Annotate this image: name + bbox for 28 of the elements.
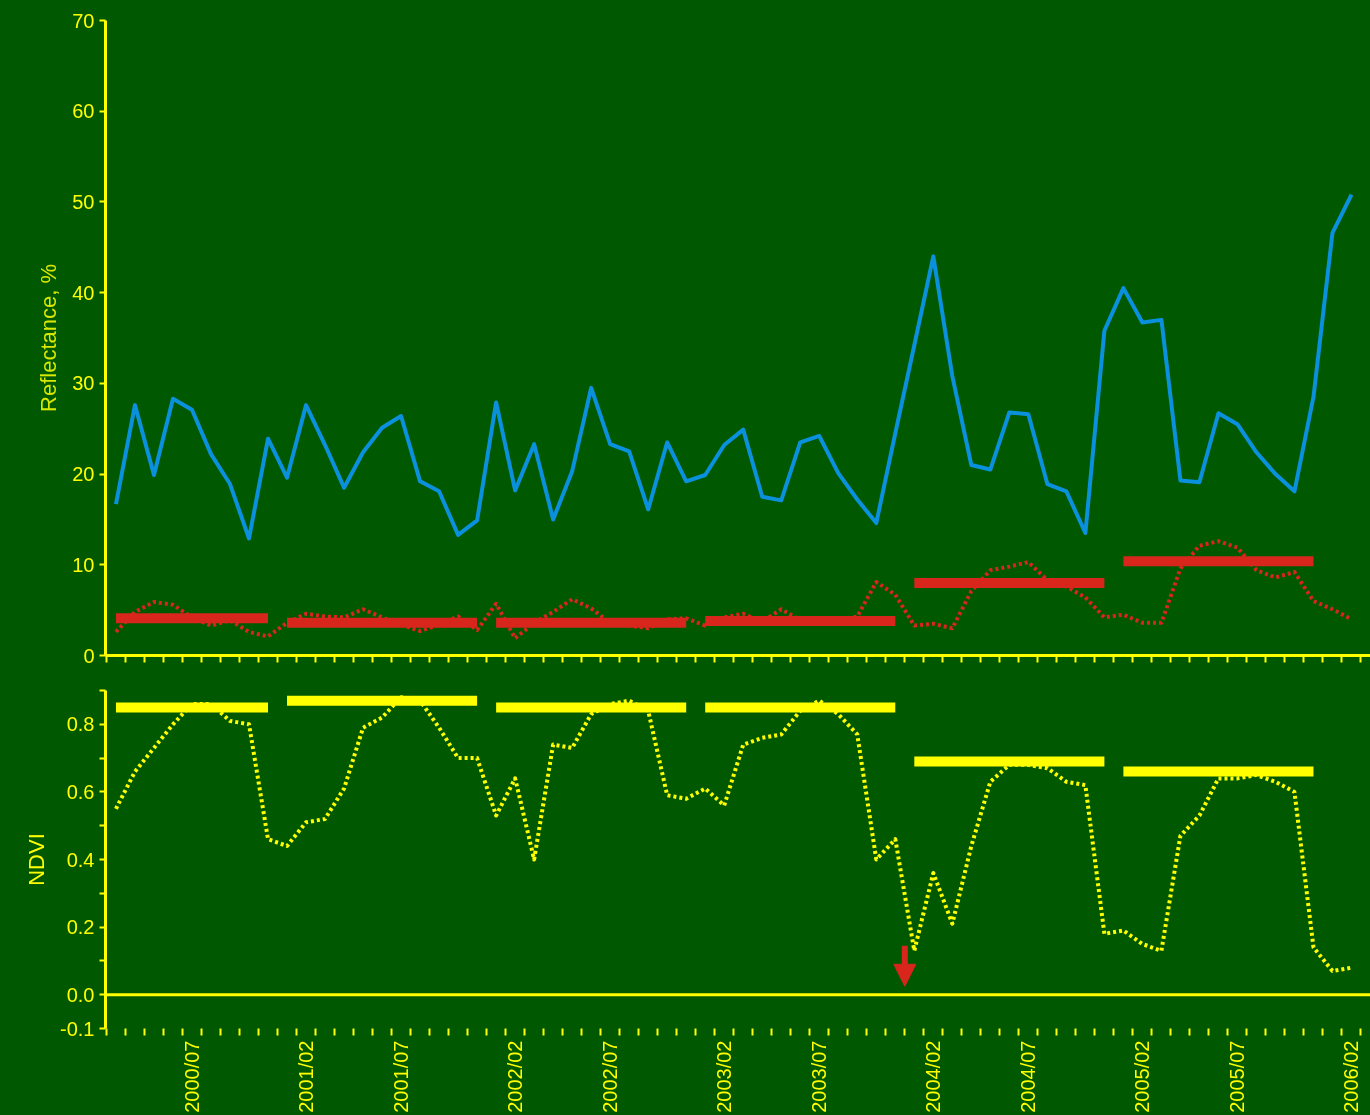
y-axis-title: Reflectance, %: [36, 264, 62, 412]
x-tick-label: 2003/07: [808, 1040, 831, 1113]
x-tick-label: 2004/07: [1017, 1040, 1040, 1113]
y-tick-label: 0: [83, 644, 95, 667]
x-tick-label: 2003/02: [713, 1040, 736, 1113]
y-tick-label: 20: [72, 463, 95, 486]
y-tick-label: -0.1: [60, 1017, 95, 1040]
x-tick-label: 2001/07: [390, 1040, 413, 1113]
y-axis-title: NDVI: [24, 833, 50, 886]
y-tick-label: 0.0: [66, 983, 95, 1006]
x-tick-label: 2002/02: [504, 1040, 527, 1113]
x-tick-label: 2005/07: [1226, 1040, 1249, 1113]
y-tick-label: 10: [72, 553, 95, 576]
y-tick-label: 30: [72, 372, 95, 395]
y-tick-label: 0.2: [66, 916, 95, 939]
y-tick-label: 0.8: [66, 713, 95, 736]
x-tick-label: 2000/07: [180, 1040, 203, 1113]
y-tick-label: 60: [72, 100, 95, 123]
y-tick-label: 0.6: [66, 780, 95, 803]
x-tick-label: 2005/02: [1131, 1040, 1154, 1113]
y-tick-label: 70: [72, 9, 95, 32]
y-tick-label: 40: [72, 281, 95, 304]
x-tick-label: 2002/07: [599, 1040, 622, 1113]
y-tick-label: 0.4: [66, 848, 95, 871]
x-tick-label: 2001/02: [295, 1040, 318, 1113]
x-tick-label: 2006/02: [1340, 1040, 1363, 1113]
y-tick-label: 50: [72, 190, 95, 213]
x-tick-label: 2004/02: [922, 1040, 945, 1113]
